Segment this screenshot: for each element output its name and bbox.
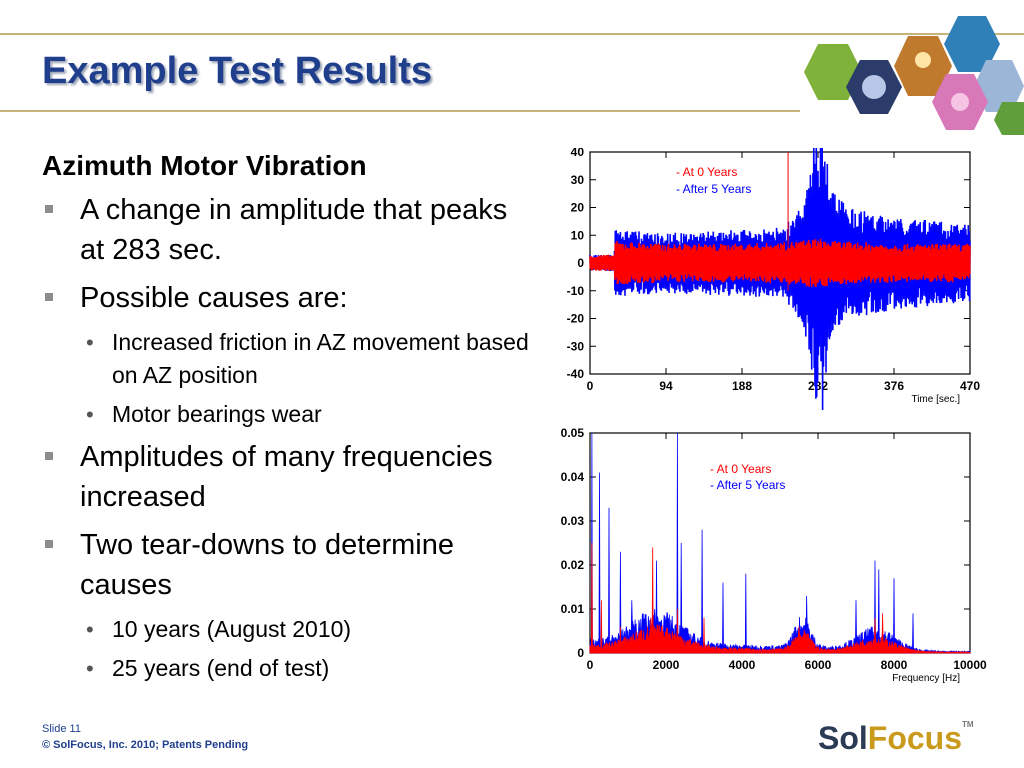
y-tick-label: 0 (577, 256, 584, 270)
y-tick-label: 30 (571, 173, 585, 187)
x-axis-title: Frequency [Hz] (892, 673, 960, 684)
x-tick-label: 188 (732, 379, 752, 393)
y-tick-label: -10 (567, 284, 585, 298)
dot-bullet-icon: • (86, 617, 94, 642)
copyright: © SolFocus, Inc. 2010; Patents Pending (42, 739, 249, 751)
y-tick-label: -20 (567, 312, 585, 326)
sub-bullet-text: 25 years (end of test) (112, 655, 330, 681)
bullet-list: A change in amplitude that peaks at 283 … (42, 190, 532, 685)
series-area (589, 542, 971, 654)
title-rule (0, 110, 800, 112)
x-tick-label: 470 (960, 379, 980, 393)
y-tick-label: 40 (571, 148, 585, 159)
frequency-spectrum-chart: 0 2000 4000 6000 8000 10000 0.05 0.04 0.03 0.02 0.… (561, 426, 987, 684)
content-area: Azimuth Motor Vibration A change in ampl… (42, 150, 532, 691)
x-tick-label: 376 (884, 379, 904, 393)
square-bullet-icon (45, 293, 53, 301)
y-tick-label: 0.05 (561, 426, 585, 440)
x-tick-label: 94 (659, 379, 673, 393)
square-bullet-icon (45, 540, 53, 548)
square-bullet-icon (45, 452, 53, 460)
x-tick-label: 4000 (729, 658, 756, 672)
sub-bullet-item: • Motor bearings wear (82, 398, 532, 431)
bullet-text: A change in amplitude that peaks at 283 … (80, 194, 508, 266)
legend-entry: - At 0 Years (676, 165, 737, 179)
y-tick-label: -30 (567, 339, 585, 353)
dot-bullet-icon: • (86, 330, 94, 355)
bullet-text: Possible causes are: (80, 282, 348, 314)
logo-text-focus: Focus (867, 720, 963, 756)
time-domain-chart: 0 94 188 282 376 470403020100-10-20-30-40Time… (567, 148, 980, 410)
sub-bullet-item: • 25 years (end of test) (82, 652, 532, 685)
y-tick-label: 0.01 (561, 602, 585, 616)
logo-tm: TM (962, 720, 974, 729)
square-bullet-icon (45, 205, 53, 213)
top-rule (0, 33, 1024, 35)
series-line (589, 238, 971, 288)
x-axis-title: Time [sec.] (911, 394, 960, 405)
y-tick-label: 10 (571, 228, 585, 242)
hexagon-photo-collage-icon (804, 16, 1024, 135)
sub-bullet-text: Increased friction in AZ movement based … (112, 329, 529, 388)
solfocus-logo: SolFocusTM (818, 720, 974, 757)
dot-bullet-icon: • (86, 402, 94, 427)
x-tick-label: 10000 (953, 658, 987, 672)
legend-entry: - After 5 Years (676, 182, 751, 196)
sub-bullet-item: • 10 years (August 2010) (82, 613, 532, 646)
sub-bullet-text: 10 years (August 2010) (112, 616, 352, 642)
y-tick-label: 0 (577, 646, 584, 660)
dot-bullet-icon: • (86, 656, 94, 681)
x-tick-label: 2000 (653, 658, 680, 672)
x-tick-label: 8000 (881, 658, 908, 672)
bullet-item: Two tear-downs to determine causes (42, 525, 532, 605)
x-tick-label: 6000 (805, 658, 832, 672)
legend-entry: - After 5 Years (710, 478, 785, 492)
bullet-text: Amplitudes of many frequencies increased (80, 441, 493, 513)
series-line (589, 148, 971, 410)
bullet-item: Possible causes are: (42, 278, 532, 318)
bullet-text: Two tear-downs to determine causes (80, 529, 454, 601)
sub-bullet-item: • Increased friction in AZ movement base… (82, 326, 532, 392)
slide-title: Example Test Results (42, 50, 433, 92)
y-tick-label: -40 (567, 367, 585, 381)
slide-number: Slide 11 (42, 723, 81, 735)
bullet-item: Amplitudes of many frequencies increased (42, 437, 532, 517)
sub-bullet-text: Motor bearings wear (112, 401, 322, 427)
subheading: Azimuth Motor Vibration (42, 150, 367, 181)
y-tick-label: 0.02 (561, 558, 585, 572)
legend-entry: - At 0 Years (710, 462, 771, 476)
y-tick-label: 0.03 (561, 514, 585, 528)
y-tick-label: 20 (571, 201, 585, 215)
x-tick-label: 0 (587, 658, 594, 672)
logo-text-sol: Sol (818, 720, 868, 756)
bullet-item: A change in amplitude that peaks at 283 … (42, 190, 532, 270)
y-tick-label: 0.04 (561, 470, 585, 484)
x-tick-label: 0 (587, 379, 594, 393)
